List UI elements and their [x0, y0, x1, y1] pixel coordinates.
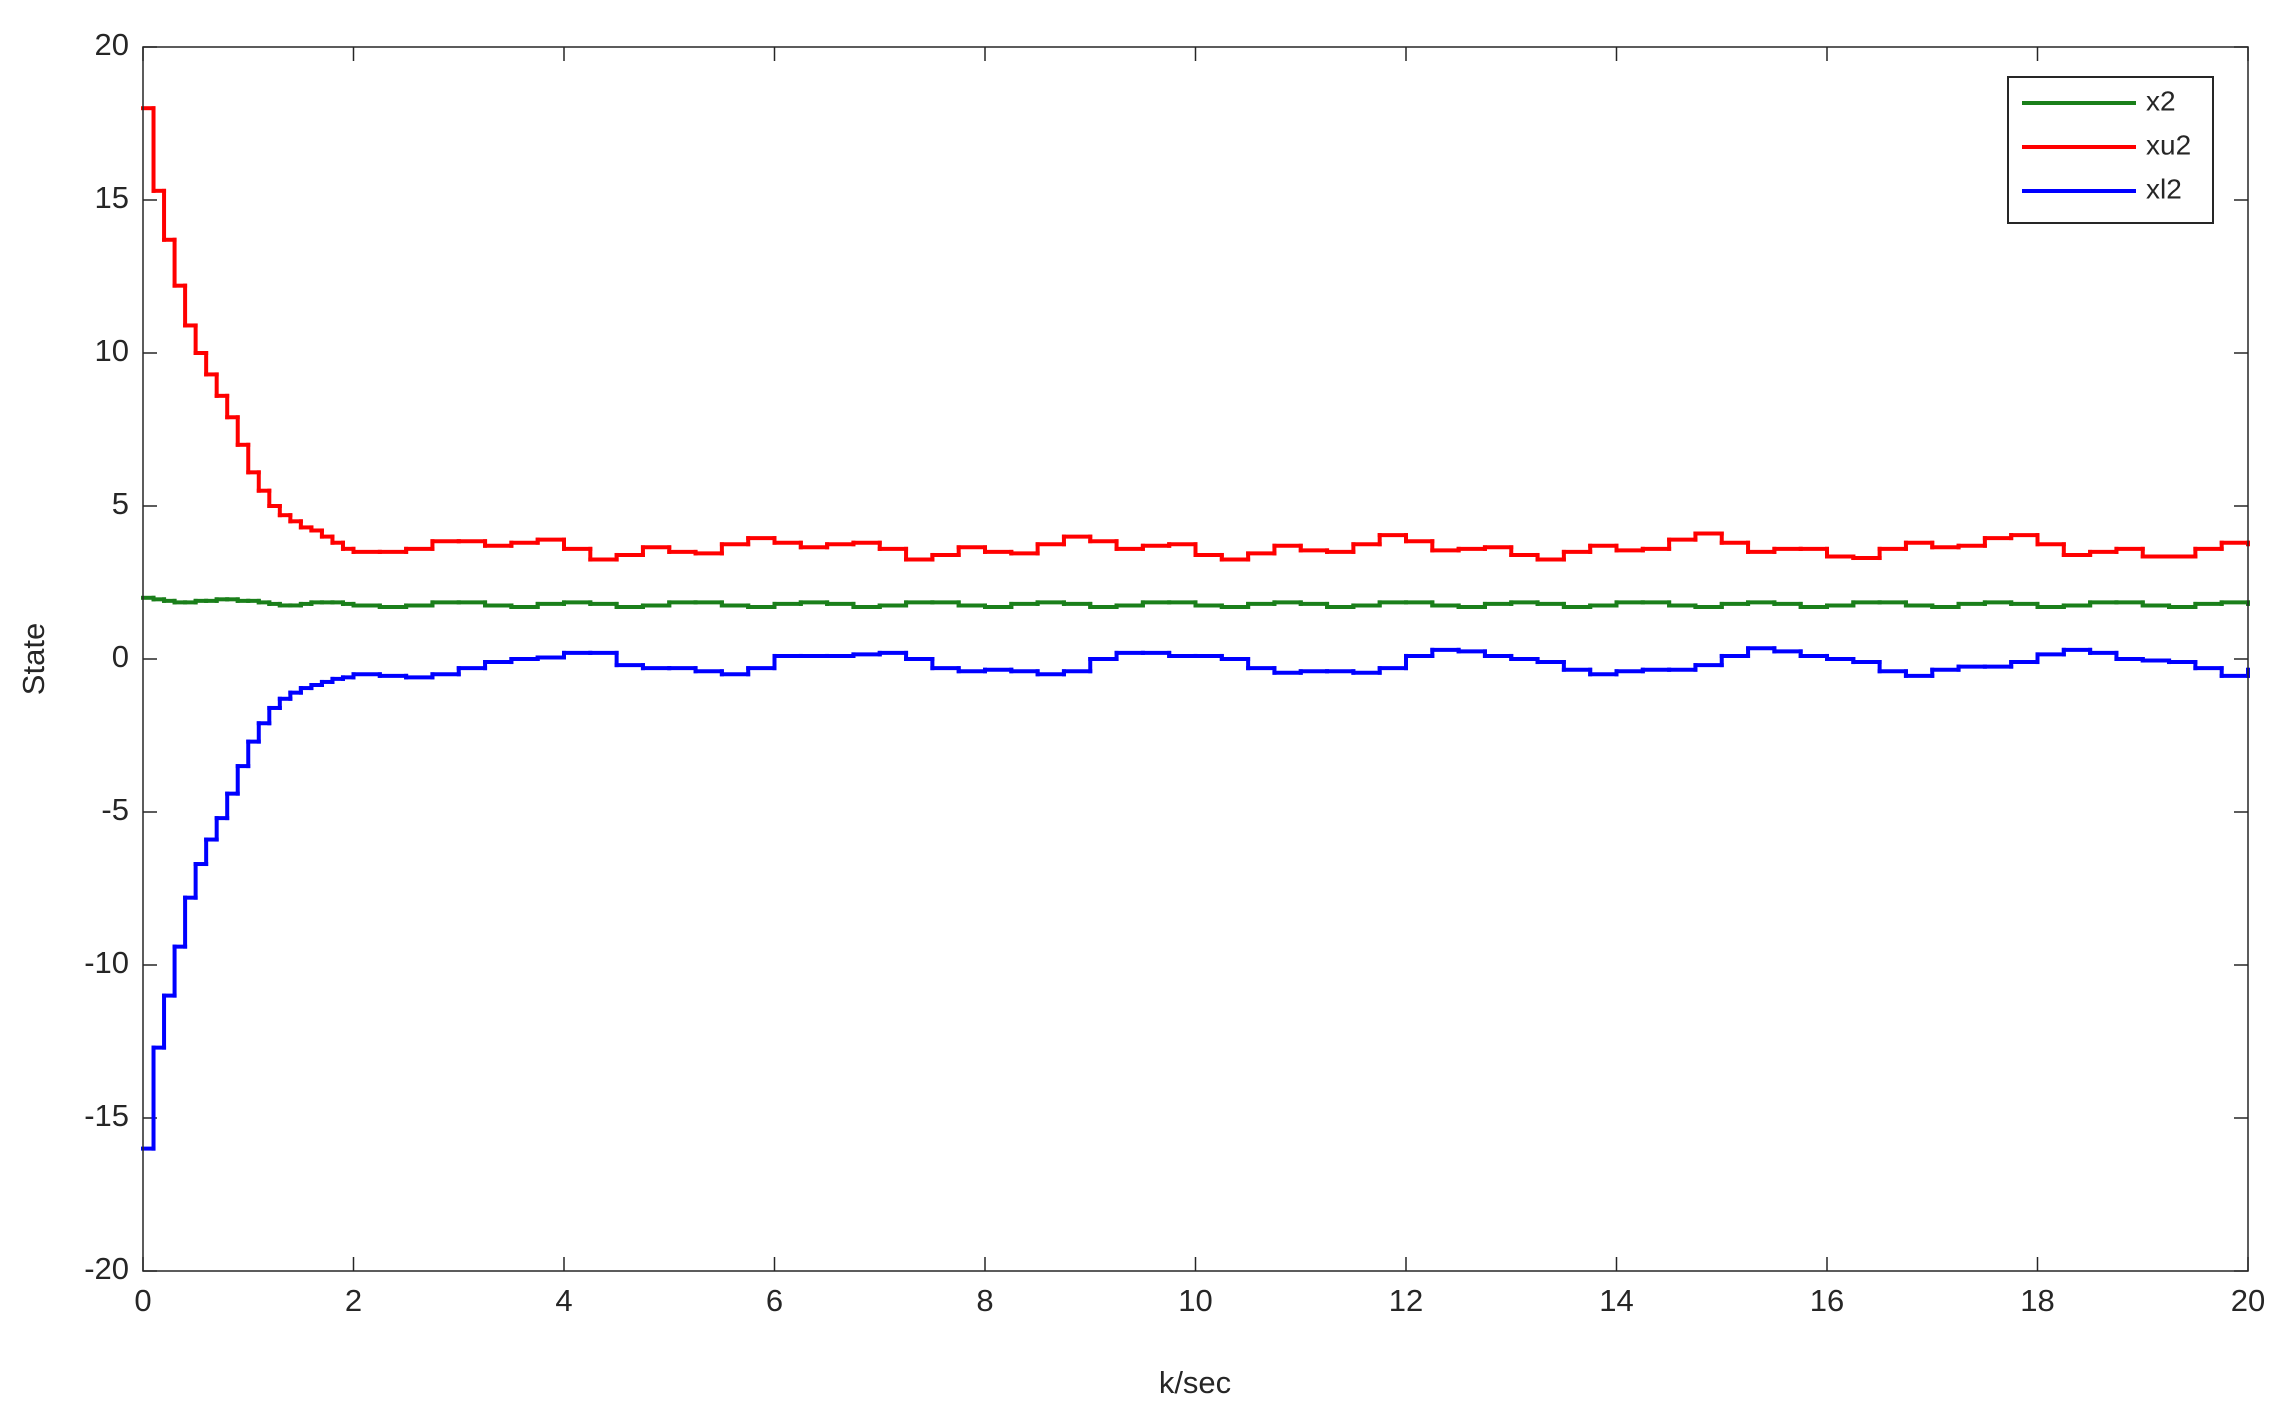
y-tick-label: -10 [84, 945, 129, 980]
x-tick-label: 2 [345, 1283, 362, 1318]
x-tick-label: 0 [134, 1283, 151, 1318]
x-tick-label: 8 [976, 1283, 993, 1318]
x-tick-label: 12 [1389, 1283, 1423, 1318]
y-tick-label: -5 [101, 792, 129, 827]
legend-label: xu2 [2146, 129, 2191, 160]
legend-label: x2 [2146, 85, 2176, 116]
plot-frame [142, 46, 2249, 1272]
x-axis-label: k/sec [1159, 1365, 1231, 1400]
y-tick-label: -20 [84, 1251, 129, 1286]
x-tick-label: 6 [766, 1283, 783, 1318]
y-tick-label: -15 [84, 1098, 129, 1133]
x-tick-label: 10 [1178, 1283, 1212, 1318]
x-tick-label: 14 [1599, 1283, 1633, 1318]
x-tick-label: 4 [555, 1283, 572, 1318]
series-2 [141, 646, 2250, 1151]
x-tick-label: 16 [1810, 1283, 1844, 1318]
y-tick-label: 0 [112, 639, 129, 674]
x-tick-label: 20 [2231, 1283, 2265, 1318]
y-tick-label: 20 [95, 27, 129, 62]
y-tick-label: 5 [112, 486, 129, 521]
series-0 [141, 595, 2250, 609]
y-axis-label: State [16, 623, 51, 695]
legend-label: xl2 [2146, 173, 2182, 204]
series-1 [141, 106, 2250, 562]
y-tick-label: 15 [95, 180, 129, 215]
y-tick-label: 10 [95, 333, 129, 368]
x-tick-label: 18 [2020, 1283, 2054, 1318]
